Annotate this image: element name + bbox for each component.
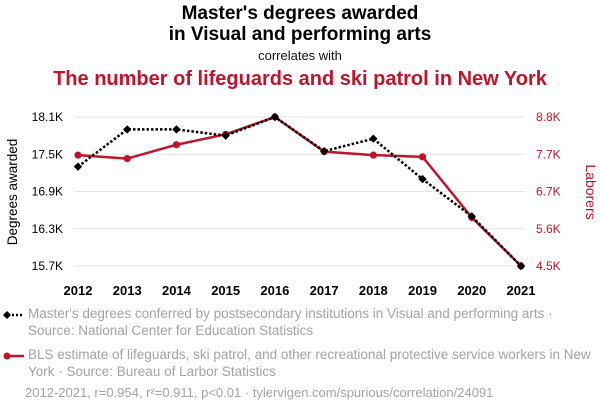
y-tick-label-right: 7.7K xyxy=(536,147,561,161)
x-tick-label: 2016 xyxy=(260,283,289,298)
y-tick-label-left: 17.5K xyxy=(32,147,63,161)
legend-marker-series1 xyxy=(3,311,24,319)
x-tick-label: 2021 xyxy=(507,283,536,298)
dual-axis-line-chart: 15.7K 4.5K 16.3K 5.6K 16.9K 6.7K 17.5K 7.7K 18.1… xyxy=(5,110,599,298)
x-tick-label: 2014 xyxy=(162,283,192,298)
series2-point xyxy=(123,154,131,163)
series2-point xyxy=(172,141,181,149)
series1-point xyxy=(319,146,329,156)
chart-title-line1: Master's degrees awarded xyxy=(181,3,419,24)
series1-point xyxy=(516,261,526,271)
x-tick-label: 2012 xyxy=(64,283,93,298)
series1-line xyxy=(77,115,522,267)
series2-point xyxy=(74,151,82,159)
x-tick-label: 2020 xyxy=(457,283,486,298)
footer-stats: 2012-2021, r=0.954, r²=0.911, p<0.01 · t… xyxy=(25,385,494,400)
series2-point xyxy=(369,151,377,159)
legend-item-series1: Master's degrees conferred by postsecond… xyxy=(3,305,593,339)
x-tick-label: 2018 xyxy=(359,283,388,298)
chart-title-secondary: The number of lifeguards and ski patrol … xyxy=(53,68,547,90)
y-tick-label-left: 18.1K xyxy=(32,110,63,124)
y-tick-label-left: 16.9K xyxy=(32,185,63,199)
y-tick-label-left: 15.7K xyxy=(32,259,63,273)
y-tick-label-right: 5.6K xyxy=(536,222,561,236)
series1-point xyxy=(172,125,181,134)
y-tick-label-right: 6.7K xyxy=(536,185,561,199)
legend-marker-series2 xyxy=(3,352,24,360)
series1-point xyxy=(369,134,378,143)
y-axis-label-left: Degrees awarded xyxy=(5,139,20,246)
series1-point xyxy=(221,131,230,140)
chart-title-line2: in Visual and performing arts xyxy=(168,24,432,45)
series1-point xyxy=(73,162,83,171)
y-axis-label-right: Laborers xyxy=(583,164,599,219)
series1-point xyxy=(123,125,132,134)
series2-point xyxy=(418,153,427,161)
x-tick-label: 2015 xyxy=(211,283,240,298)
y-tick-label-right: 8.8K xyxy=(536,110,561,124)
legend-item-series2: BLS estimate of lifeguards, ski patrol, … xyxy=(3,346,593,380)
legend-label-series1: Master's degrees conferred by postsecond… xyxy=(28,306,553,338)
series1-point xyxy=(270,112,280,122)
y-tick-label-left: 16.3K xyxy=(32,222,63,236)
x-tick-label: 2019 xyxy=(408,283,437,298)
x-tick-label: 2013 xyxy=(113,283,142,298)
y-tick-label-right: 4.5K xyxy=(536,259,561,273)
series1-point xyxy=(467,212,476,221)
x-tick-label: 2017 xyxy=(310,283,339,298)
series1-point xyxy=(418,174,427,184)
correlates-with-label: correlates with xyxy=(258,48,342,63)
legend-label-series2: BLS estimate of lifeguards, ski patrol, … xyxy=(28,347,591,379)
